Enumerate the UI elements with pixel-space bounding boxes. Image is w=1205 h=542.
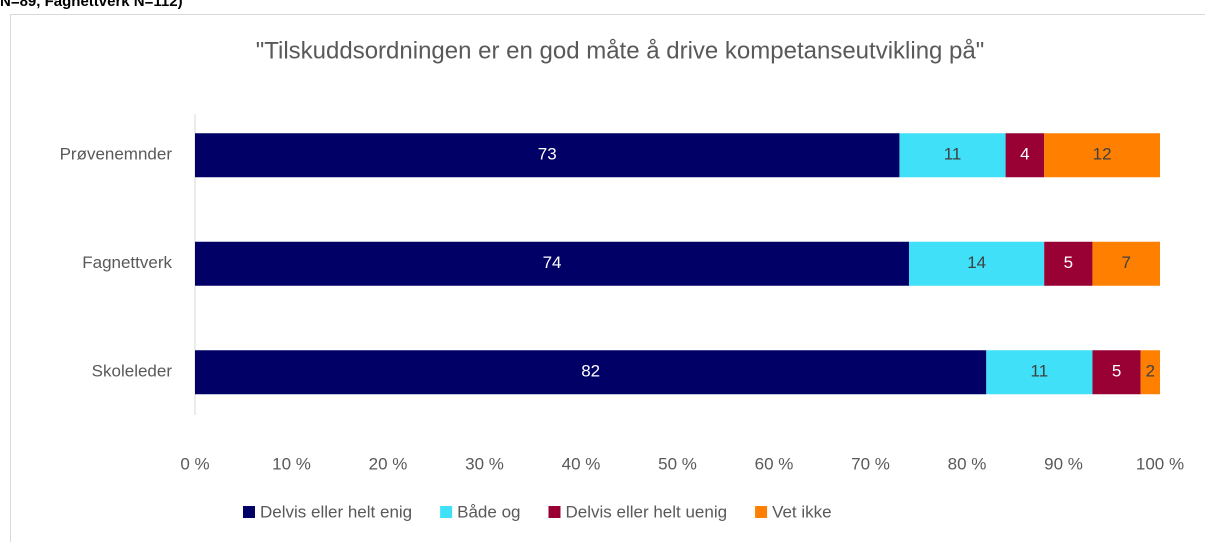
- data-label: 74: [543, 253, 562, 272]
- data-label: 11: [1031, 362, 1049, 381]
- legend-label: Både og: [457, 502, 520, 521]
- x-tick-label: 40 %: [562, 454, 601, 473]
- x-tick-label: 30 %: [465, 454, 504, 473]
- x-tick-label: 60 %: [755, 454, 794, 473]
- x-tick-label: 0 %: [180, 454, 209, 473]
- legend-label: Delvis eller helt enig: [260, 502, 412, 521]
- bar-segment: [1092, 350, 1141, 395]
- x-tick-label: 50 %: [658, 454, 697, 473]
- bar-segment: [909, 241, 1045, 286]
- bar-segment: [195, 241, 910, 286]
- chart-border: [10, 14, 1205, 542]
- legend-swatch: [755, 506, 768, 518]
- bar-segment: [986, 350, 1093, 395]
- bar-segment: [1092, 241, 1160, 286]
- data-label: 12: [1093, 145, 1112, 164]
- x-tick-label: 70 %: [851, 454, 890, 473]
- data-label: 4: [1020, 145, 1029, 164]
- x-tick-label: 100 %: [1136, 454, 1184, 473]
- bar-segment: [195, 133, 900, 178]
- data-label: 5: [1064, 253, 1073, 272]
- x-tick-label: 20 %: [369, 454, 408, 473]
- bar-segment: [1044, 133, 1160, 178]
- note-text: N=89, Fagnettverk N=112): [0, 0, 183, 10]
- data-label: 73: [538, 145, 557, 164]
- data-label: 82: [581, 362, 600, 381]
- chart-title: "Tilskuddsordningen er en god måte å dri…: [256, 37, 985, 64]
- data-label: 2: [1146, 362, 1155, 381]
- bar-segment: [195, 350, 987, 395]
- legend-label: Delvis eller helt uenig: [565, 502, 727, 521]
- bar-segment: [1044, 241, 1093, 286]
- y-tick-label: Skoleleder: [92, 362, 173, 381]
- legend-swatch: [440, 506, 453, 518]
- data-label: 14: [967, 253, 986, 272]
- bar-segment: [899, 133, 1006, 178]
- y-tick-label: Prøvenemnder: [60, 145, 173, 164]
- x-tick-label: 10 %: [272, 454, 311, 473]
- legend-swatch: [243, 506, 255, 518]
- data-label: 11: [944, 145, 962, 164]
- legend-label: Vet ikke: [772, 502, 832, 521]
- data-label: 5: [1112, 362, 1121, 381]
- legend-swatch: [548, 506, 561, 518]
- bar-segment: [1140, 350, 1160, 395]
- x-tick-label: 90 %: [1044, 454, 1083, 473]
- y-tick-label: Fagnettverk: [82, 253, 172, 272]
- data-label: 7: [1121, 253, 1130, 272]
- x-tick-label: 80 %: [948, 454, 987, 473]
- bar-segment: [1005, 133, 1045, 178]
